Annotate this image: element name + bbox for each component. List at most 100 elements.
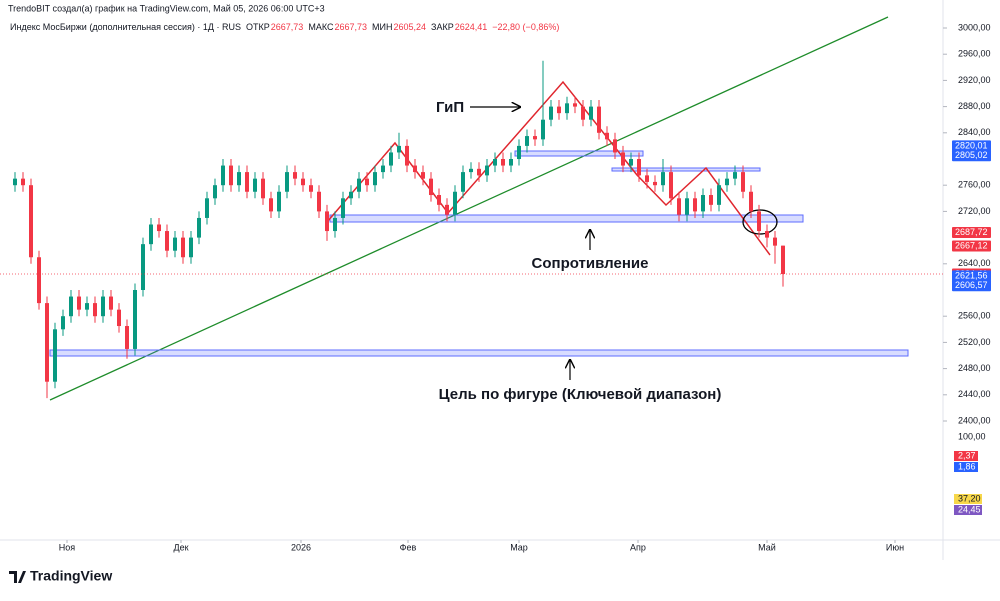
candle-body xyxy=(701,195,705,212)
candle-body xyxy=(717,185,721,205)
candle-body xyxy=(589,106,593,120)
candle-body xyxy=(165,231,169,251)
candle-body xyxy=(469,168,473,173)
candle-body xyxy=(125,326,129,349)
candle-body xyxy=(245,172,249,192)
legend-item: МИН xyxy=(372,22,392,32)
candle-body xyxy=(605,132,609,140)
candle-body xyxy=(429,178,433,196)
candle-body xyxy=(477,168,481,176)
price-label: 2805,02 xyxy=(955,150,988,160)
indicator-label: 1,86 xyxy=(958,461,976,471)
candle-body xyxy=(613,139,617,153)
indicator-badge xyxy=(954,505,982,515)
price-label: 2606,57 xyxy=(955,280,988,290)
candle-body xyxy=(157,224,161,232)
candle-body xyxy=(549,106,553,120)
candle-body xyxy=(765,231,769,238)
indicator-badge xyxy=(954,462,978,472)
candle-body xyxy=(573,103,577,107)
x-tick-label: Дек xyxy=(173,542,188,552)
candle-body xyxy=(757,211,761,232)
x-tick-label: Июн xyxy=(886,542,904,552)
y-tick-label: 3000,00 xyxy=(958,22,991,32)
candle-body xyxy=(189,237,193,258)
y-tick-label: 2640,00 xyxy=(958,258,991,268)
candle-body xyxy=(221,165,225,186)
annotation: ГиП xyxy=(436,99,464,116)
candle-body xyxy=(85,303,89,310)
candle-body xyxy=(725,178,729,186)
candle-body xyxy=(685,198,689,215)
candle-body xyxy=(109,296,113,310)
annotation: Сопротивление xyxy=(532,255,649,272)
candle-body xyxy=(317,191,321,212)
candle-body xyxy=(629,159,633,166)
candle-body xyxy=(181,237,185,258)
candle-body xyxy=(781,245,785,275)
candle-body xyxy=(773,237,777,246)
candle-body xyxy=(357,178,361,192)
legend-item: ОТКР xyxy=(246,22,270,32)
candle-body xyxy=(413,165,417,173)
y-tick-label: 2960,00 xyxy=(958,49,991,59)
candle-body xyxy=(373,172,377,186)
x-tick-label: Апр xyxy=(630,542,646,552)
annotation: Цель по фигуре (Ключевой диапазон) xyxy=(439,386,722,403)
candle-body xyxy=(709,195,713,205)
candle-body xyxy=(173,237,177,251)
candle-body xyxy=(669,172,673,199)
candle-body xyxy=(405,145,409,166)
candle-body xyxy=(461,172,465,192)
candle-body xyxy=(77,296,81,310)
candle-body xyxy=(653,181,657,186)
candle-body xyxy=(325,211,329,232)
candle-body xyxy=(509,159,513,166)
candle-body xyxy=(101,296,105,317)
candle-body xyxy=(661,172,665,186)
logo: TradingView xyxy=(30,568,112,584)
indicator-label: 37,20 xyxy=(958,493,981,503)
candle-body xyxy=(365,178,369,186)
x-tick-label: Май xyxy=(758,542,776,552)
candle-body xyxy=(349,191,353,199)
candle-body xyxy=(637,159,641,176)
y-tick-label: 2920,00 xyxy=(958,75,991,85)
candle-body xyxy=(533,136,537,140)
candle-body xyxy=(621,152,625,166)
x-tick-label: Мар xyxy=(510,542,528,552)
candle-body xyxy=(93,303,97,317)
legend-item: ЗАКР xyxy=(431,22,454,32)
indicator-badge xyxy=(954,451,978,461)
candle-body xyxy=(597,106,601,133)
candle-body xyxy=(381,165,385,173)
price-label-box xyxy=(952,227,991,239)
candle-body xyxy=(645,175,649,182)
candle-body xyxy=(45,303,49,382)
candle-body xyxy=(541,119,545,140)
candle-body xyxy=(397,145,401,153)
drawings xyxy=(49,16,909,401)
y-tick-label: 2440,00 xyxy=(958,389,991,399)
x-tick-label: 2026 xyxy=(291,542,311,552)
candle-body xyxy=(341,198,345,218)
candle-body xyxy=(517,145,521,159)
indicator-label: 100,00 xyxy=(958,431,986,441)
indicator-badge xyxy=(954,494,982,504)
legend-item: 2667,73 xyxy=(271,22,304,32)
candle-body xyxy=(269,198,273,212)
header: TrendoBIT создал(а) график на TradingVie… xyxy=(8,3,325,13)
candle-body xyxy=(141,244,145,290)
legend-item: МАКС xyxy=(308,22,334,32)
candle-body xyxy=(749,191,753,212)
candle-body xyxy=(581,106,585,120)
candle-body xyxy=(149,224,153,245)
price-label-box xyxy=(952,280,991,292)
price-label-box xyxy=(952,150,991,162)
candle-body xyxy=(253,178,257,192)
candle-body xyxy=(213,185,217,199)
candle-body xyxy=(693,198,697,212)
legend-item: 2605,24 xyxy=(394,22,427,32)
y-tick-label: 2400,00 xyxy=(958,415,991,425)
